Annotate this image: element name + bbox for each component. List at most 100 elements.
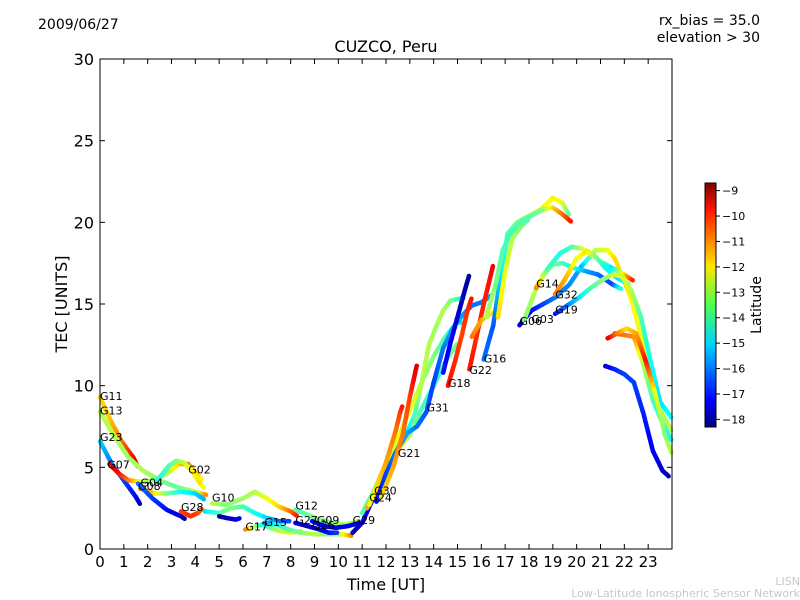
x-tick-label: 15 — [448, 553, 467, 571]
satellite-label: G07 — [107, 459, 130, 472]
series-track — [483, 205, 574, 320]
colorbar-tick-label: −14 — [722, 312, 745, 325]
colorbar — [704, 182, 717, 428]
series-track — [293, 520, 340, 535]
series-track — [440, 273, 472, 375]
satellite-label: G32 — [555, 289, 578, 302]
satellite-label: G30 — [374, 485, 397, 498]
data-point — [399, 404, 405, 409]
data-point — [237, 516, 242, 521]
satellite-label: G14 — [536, 277, 559, 290]
data-point — [201, 496, 206, 502]
series-track — [309, 518, 361, 531]
x-tick-label: 0 — [95, 553, 105, 571]
x-tick-label: 6 — [238, 553, 248, 571]
series-track — [367, 404, 405, 508]
x-tick-label: 1 — [119, 553, 129, 571]
x-tick-label: 11 — [353, 553, 372, 571]
x-tick-label: 19 — [543, 553, 562, 571]
x-tick-label: 7 — [262, 553, 272, 571]
satellite-label: G13 — [100, 405, 123, 418]
satellite-label: G18 — [448, 377, 471, 390]
x-axis-label: Time [UT] — [346, 575, 425, 594]
x-tick-label: 9 — [310, 553, 320, 571]
series-track — [445, 296, 474, 389]
x-tick-label: 2 — [143, 553, 153, 571]
x-tick-label: 8 — [286, 553, 296, 571]
data-point — [201, 485, 207, 490]
data-point — [490, 263, 496, 269]
satellite-label: G15 — [265, 516, 288, 529]
series-track — [378, 363, 420, 500]
data-point — [668, 414, 674, 420]
x-tick-label: 16 — [472, 553, 491, 571]
data-point — [203, 492, 209, 498]
x-tick-label: 17 — [496, 553, 515, 571]
colorbar-tick-label: −18 — [722, 413, 745, 426]
series-track — [178, 506, 204, 519]
colorbar-tick-label: −15 — [722, 337, 745, 350]
satellite-labels: G11G13G23G07G04G08G02G28G10G17G15G12G27G… — [100, 277, 578, 533]
credit: LISN Low-Latitude Ionospheric Sensor Net… — [571, 576, 800, 600]
y-tick-label: 0 — [84, 540, 94, 559]
data-point — [618, 286, 624, 292]
series-track — [216, 514, 242, 522]
series-track — [552, 272, 674, 420]
colorbar-tick-label: −17 — [722, 388, 745, 401]
colorbar-tick-label: −9 — [722, 185, 738, 198]
data-point — [666, 473, 671, 479]
data-point — [137, 501, 143, 507]
satellite-label: G03 — [531, 313, 554, 326]
data-point — [669, 427, 674, 433]
credit-long: Low-Latitude Ionospheric Sensor Network — [571, 587, 800, 600]
data-point — [525, 217, 531, 223]
y-tick-label: 25 — [74, 132, 94, 151]
series-layer — [97, 195, 674, 538]
satellite-label: G29 — [353, 514, 376, 527]
data-point — [630, 278, 635, 283]
x-tick-label: 18 — [519, 553, 538, 571]
series-track — [202, 504, 292, 524]
data-point — [182, 516, 187, 522]
series-track — [135, 481, 187, 522]
x-tick-label: 5 — [214, 553, 224, 571]
satellite-label: G04 — [141, 477, 164, 490]
colorbar-tick-label: −13 — [722, 286, 745, 299]
colorbar-ticks: −9 −10 −11 −12 −13 −14 −15 −16 −17 −18 — [716, 185, 745, 426]
colorbar-label: Latitude — [749, 276, 765, 334]
satellite-label: G16 — [484, 352, 507, 365]
chart-title: CUZCO, Peru — [334, 37, 437, 56]
data-point — [294, 513, 299, 518]
colorbar-tick-label: −16 — [722, 363, 745, 376]
data-point — [199, 506, 204, 512]
satellite-label: G06 — [520, 315, 543, 328]
data-point — [466, 273, 472, 279]
satellite-label: G19 — [555, 303, 578, 316]
x-tick-label: 4 — [191, 553, 201, 571]
series-track — [552, 249, 631, 297]
y-axis-label: TEC [UNITS] — [52, 256, 71, 354]
series-track — [209, 489, 299, 518]
x-tick-label: 13 — [400, 553, 419, 571]
data-point — [414, 363, 420, 369]
series-track — [495, 217, 531, 320]
data-point — [286, 518, 292, 524]
colorbar-tick-label: −11 — [722, 235, 745, 248]
x-tick-label: 20 — [567, 553, 586, 571]
data-point — [568, 219, 574, 224]
x-tick-label: 3 — [167, 553, 177, 571]
satellite-label: G21 — [398, 447, 421, 460]
satellite-label: G28 — [181, 501, 204, 514]
axis-ticks: 0 1 2 3 4 5 6 7 8 9 10 11 12 13 14 15 16 17 18 19 20 21 22 2305… — [74, 50, 672, 571]
satellite-label: G10 — [212, 491, 235, 504]
elevation-label: elevation > 30 — [656, 30, 760, 46]
credit-short: LISN — [775, 575, 800, 588]
satellite-label: G08 — [138, 480, 161, 493]
x-tick-label: 21 — [591, 553, 610, 571]
y-tick-label: 10 — [74, 377, 94, 396]
x-tick-label: 10 — [329, 553, 348, 571]
satellite-label: G22 — [469, 364, 492, 377]
data-point — [469, 296, 474, 302]
settings-annotation: rx_bias = 35.0 elevation > 30 — [657, 13, 760, 47]
y-tick-label: 20 — [74, 213, 94, 232]
